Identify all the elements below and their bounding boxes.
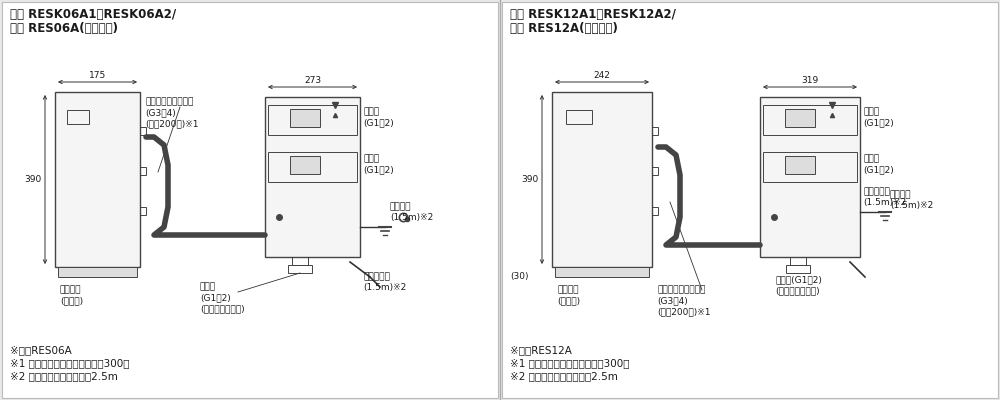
Text: 排水ホッパーホース: 排水ホッパーホース <box>657 285 705 294</box>
Bar <box>140 207 146 215</box>
Text: (G3／4): (G3／4) <box>657 296 688 305</box>
Bar <box>652 207 658 215</box>
Text: (1.5m)※2: (1.5m)※2 <box>890 201 933 210</box>
Text: 耕震用脚: 耕震用脚 <box>557 285 578 294</box>
Bar <box>290 156 320 174</box>
Text: アース線: アース線 <box>890 190 912 199</box>
Text: アース線: アース線 <box>390 202 412 211</box>
Text: ※1 湯ぽっとキットの場合全長300㎍: ※1 湯ぽっとキットの場合全長300㎍ <box>10 358 130 368</box>
Bar <box>140 127 146 135</box>
Bar <box>265 97 360 257</box>
Text: 電源コード: 電源コード <box>363 272 390 281</box>
Text: 給水口(G1／2): 給水口(G1／2) <box>775 275 822 284</box>
Text: ※1 湯ぽっとキットの場合全長300㎍: ※1 湯ぽっとキットの場合全長300㎍ <box>510 358 630 368</box>
Text: 390: 390 <box>522 175 539 184</box>
Text: (別売品): (別売品) <box>557 296 580 305</box>
Bar <box>652 167 658 175</box>
Bar <box>566 110 592 124</box>
Text: 出水口: 出水口 <box>863 154 879 163</box>
Text: 出湯口: 出湯口 <box>863 107 879 116</box>
Text: (別売品): (別売品) <box>60 296 83 305</box>
Text: 242: 242 <box>594 71 610 80</box>
Text: 電源コード: 電源コード <box>863 187 890 196</box>
Bar <box>790 257 806 265</box>
Text: 273: 273 <box>304 76 321 85</box>
Text: (G1／2): (G1／2) <box>863 165 894 174</box>
Bar <box>140 167 146 175</box>
Text: ※2 湯ぽっとキットの場剁2.5m: ※2 湯ぽっとキットの場剁2.5m <box>510 371 618 381</box>
Text: (1.5m)※2: (1.5m)※2 <box>863 198 906 207</box>
Text: (G1／2): (G1／2) <box>363 165 394 174</box>
Bar <box>763 152 857 182</box>
Bar <box>67 110 89 124</box>
Text: ※2 湯ぽっとキットの場剁2.5m: ※2 湯ぽっとキットの場剁2.5m <box>10 371 118 381</box>
Bar <box>785 109 815 127</box>
Bar <box>785 156 815 174</box>
Text: 175: 175 <box>89 71 106 80</box>
Text: (全長200㎍)※1: (全長200㎍)※1 <box>145 119 198 128</box>
Text: (G1／2): (G1／2) <box>363 118 394 127</box>
Text: 品番 RES12A(先止め式): 品番 RES12A(先止め式) <box>510 22 618 35</box>
Bar <box>268 152 357 182</box>
Text: 品番 RES06A(先止め式): 品番 RES06A(先止め式) <box>10 22 118 35</box>
Text: (30): (30) <box>510 272 528 281</box>
Bar <box>763 105 857 135</box>
Bar <box>786 265 810 273</box>
Text: (1.5m)※2: (1.5m)※2 <box>390 213 433 222</box>
Bar <box>552 92 652 267</box>
Bar <box>760 97 860 257</box>
Bar <box>502 2 998 398</box>
Text: ※図はRES12A: ※図はRES12A <box>510 345 572 355</box>
Text: 品番 RESK12A1・RESK12A2/: 品番 RESK12A1・RESK12A2/ <box>510 8 676 21</box>
Text: (フィルター付き): (フィルター付き) <box>200 304 245 313</box>
Bar <box>290 109 320 127</box>
Bar <box>2 2 498 398</box>
Text: (G1／2): (G1／2) <box>863 118 894 127</box>
Bar <box>555 267 649 277</box>
Bar <box>58 267 137 277</box>
Bar <box>292 257 308 265</box>
Text: 品番 RESK06A1・RESK06A2/: 品番 RESK06A1・RESK06A2/ <box>10 8 176 21</box>
Text: 給水口: 給水口 <box>200 282 216 291</box>
Text: (フィルター付き): (フィルター付き) <box>775 286 820 295</box>
Bar <box>288 265 312 273</box>
Text: 耕震用脚: 耕震用脚 <box>60 285 82 294</box>
Text: (全長200㎍)※1: (全長200㎍)※1 <box>657 307 710 316</box>
Bar <box>652 127 658 135</box>
Text: 390: 390 <box>25 175 42 184</box>
Text: 排水ホッパーホース: 排水ホッパーホース <box>145 97 193 106</box>
Bar <box>268 105 357 135</box>
Text: 319: 319 <box>801 76 819 85</box>
Text: (1.5m)※2: (1.5m)※2 <box>363 283 406 292</box>
Text: 出湯口: 出湯口 <box>363 107 379 116</box>
Text: 出水口: 出水口 <box>363 154 379 163</box>
Text: ※図はRES06A: ※図はRES06A <box>10 345 72 355</box>
Text: (G3／4): (G3／4) <box>145 108 176 117</box>
Bar <box>55 92 140 267</box>
Text: (G1／2): (G1／2) <box>200 293 231 302</box>
